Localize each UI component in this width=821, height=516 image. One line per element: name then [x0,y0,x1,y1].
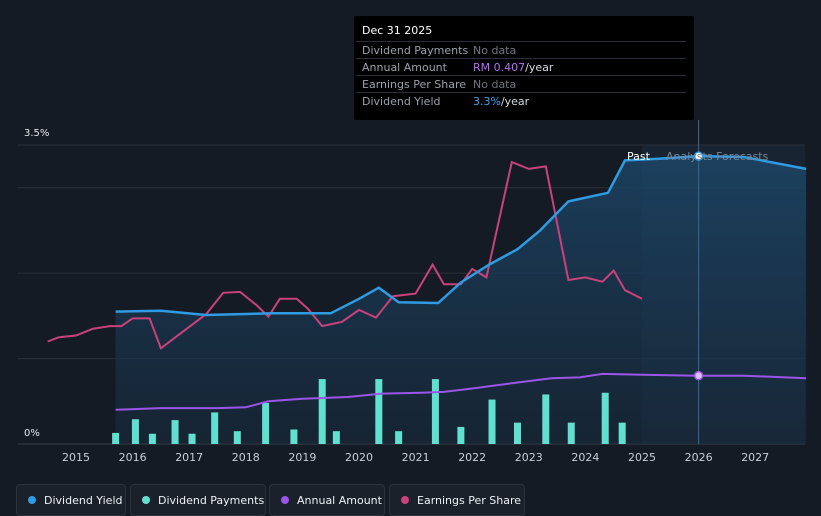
dividend-payment-bar[interactable] [171,420,179,444]
dividend-payment-bar[interactable] [542,394,550,444]
dividend-payment-bar[interactable] [601,392,609,444]
x-tick-label: 2018 [232,451,260,464]
annual-amount-marker[interactable] [693,370,704,381]
dividend-payment-bar[interactable] [567,422,575,444]
x-tick-label: 2015 [62,451,90,464]
x-tick-label: 2020 [345,451,373,464]
dividend-payment-bar[interactable] [318,379,326,444]
tooltip-row-dividend-payments: Dividend Payments No data [356,41,686,59]
forecast-label: Analysts Forecasts [666,150,769,163]
legend-dot-icon [28,496,36,504]
legend-dot-icon [281,496,289,504]
legend-dividend-payments[interactable]: Dividend Payments [130,484,266,516]
x-tick-label: 2025 [628,451,656,464]
dividend-payment-bar[interactable] [457,426,465,444]
x-tick-label: 2016 [119,451,147,464]
tooltip-date: Dec 31 2025 [362,24,433,37]
dividend-payment-bar[interactable] [148,433,156,444]
dividend-payment-bar[interactable] [131,419,139,444]
dividend-payment-bar[interactable] [211,412,219,444]
dividend-payment-bar[interactable] [290,429,298,444]
dividend-payment-bar[interactable] [188,433,196,444]
dividend-payment-bar[interactable] [112,432,120,444]
dividend-payment-bar[interactable] [233,431,241,444]
earnings-per-share-line [47,160,643,350]
dividend-yield-line [115,154,807,317]
dividend-payment-bar[interactable] [618,422,626,444]
tooltip-row-annual-amount: Annual Amount RM 0.407/year [356,58,686,76]
x-tick-label: 2023 [515,451,543,464]
dividend-payment-bar[interactable] [395,431,403,444]
dividend-yield-area [115,156,807,444]
tooltip-row-dividend-yield: Dividend Yield 3.3%/year [356,92,686,110]
dividend-payment-bar[interactable] [332,431,340,444]
dividend-payment-bar[interactable] [262,402,270,444]
dividend-payment-bar[interactable] [431,379,439,444]
x-tick-label: 2027 [741,451,769,464]
y-axis-bottom-label: 0% [24,428,40,439]
past-label: Past [627,150,651,163]
legend-annual-amount[interactable]: Annual Amount [269,484,385,516]
legend-dividend-yield[interactable]: Dividend Yield [16,484,126,516]
x-tick-label: 2024 [571,451,599,464]
legend-earnings-per-share[interactable]: Earnings Per Share [389,484,525,516]
dividend-yield-marker[interactable] [693,151,704,161]
y-axis-top-label: 3.5% [24,128,49,139]
dividend-payment-bar[interactable] [375,379,383,444]
x-tick-label: 2022 [458,451,486,464]
x-tick-label: 2017 [175,451,203,464]
legend-dot-icon [401,496,409,504]
dividend-payment-bar[interactable] [488,399,496,444]
legend-dot-icon [142,496,150,504]
tooltip: Dec 31 2025 Dividend Payments No data An… [354,16,694,120]
annual-amount-line [115,372,807,411]
x-tick-label: 2019 [288,451,316,464]
dividend-payment-bar[interactable] [513,422,521,444]
tooltip-row-earnings-per-share: Earnings Per Share No data [356,75,686,93]
x-tick-label: 2021 [402,451,430,464]
x-tick-label: 2026 [685,451,713,464]
